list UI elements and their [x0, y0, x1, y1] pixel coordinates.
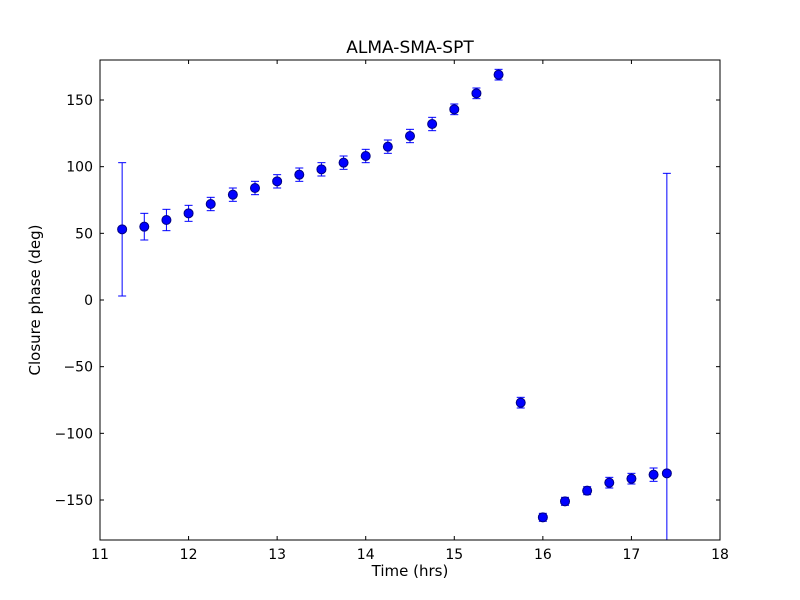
data-point: [117, 224, 128, 235]
data-series: [117, 68, 672, 540]
y-tick-label: −100: [55, 426, 93, 442]
x-tick-label: 14: [357, 547, 375, 563]
data-point: [582, 485, 593, 496]
y-tick-label: −50: [63, 360, 93, 376]
y-tick-label: 100: [66, 160, 93, 176]
data-point: [537, 512, 548, 523]
data-point: [661, 468, 672, 479]
data-point: [272, 176, 283, 187]
y-axis-label: Closure phase (deg): [26, 225, 44, 376]
data-point: [471, 88, 482, 99]
data-point: [205, 199, 216, 209]
data-point: [338, 157, 349, 168]
y-tick-label: 0: [84, 293, 93, 309]
data-point: [449, 104, 460, 115]
x-tick-label: 16: [534, 547, 552, 563]
data-point: [427, 119, 438, 129]
x-tick-label: 13: [268, 547, 286, 563]
data-point: [294, 169, 305, 180]
x-axis-label: Time (hrs): [371, 562, 449, 580]
y-tick-label: −150: [55, 493, 93, 509]
x-tick-label: 17: [623, 547, 641, 563]
data-point: [382, 141, 393, 152]
data-point: [626, 473, 637, 484]
data-point: [515, 397, 526, 408]
data-point: [183, 208, 194, 219]
data-point: [493, 69, 504, 80]
x-tick-label: 11: [91, 547, 109, 563]
data-point: [316, 164, 327, 175]
plot-area: 11 12 13 14 15 16 17 18 −150 −100 −50 0 50 100 150: [55, 59, 729, 563]
x-tick-label: 15: [445, 547, 463, 563]
data-point: [250, 183, 260, 193]
data-point: [139, 221, 150, 232]
x-tick-label: 12: [180, 547, 198, 563]
error-bar: [662, 172, 671, 540]
chart-title: ALMA-SMA-SPT: [346, 38, 474, 58]
data-point: [648, 469, 659, 480]
data-point: [604, 477, 615, 488]
data-point: [560, 496, 570, 507]
y-tick-label: 50: [75, 226, 93, 242]
x-tick-label: 18: [711, 547, 729, 563]
plot-frame: [99, 59, 721, 541]
axis-ticks: 11 12 13 14 15 16 17 18 −150 −100 −50 0 50 100 150: [55, 60, 729, 563]
data-point: [227, 189, 238, 200]
y-tick-label: 150: [66, 93, 93, 109]
data-point: [161, 215, 172, 225]
data-point: [360, 151, 371, 161]
data-point: [405, 131, 415, 141]
